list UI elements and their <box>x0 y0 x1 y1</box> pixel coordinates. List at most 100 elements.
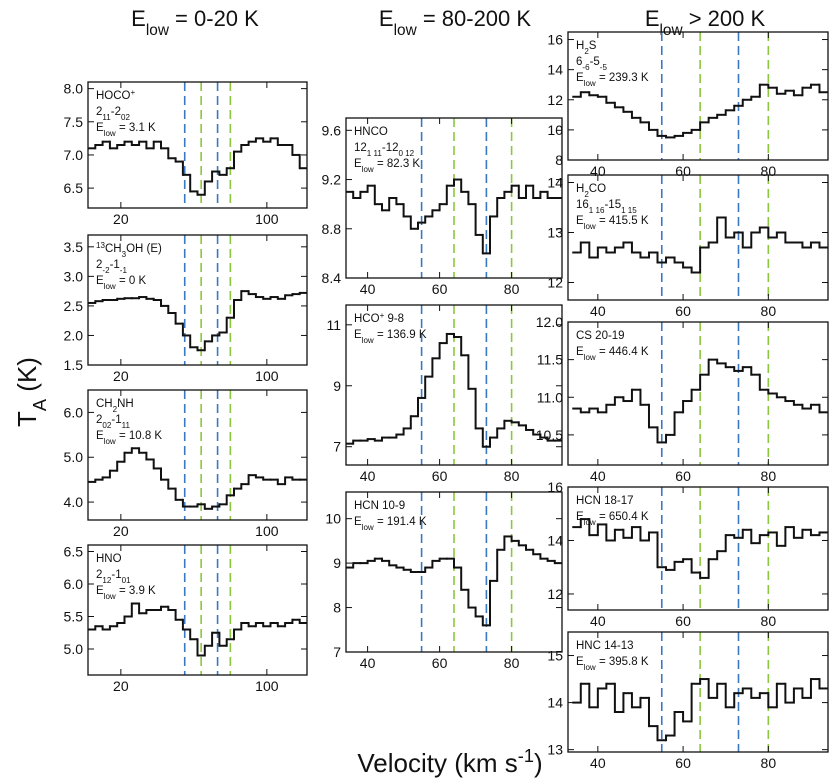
y-tick-label: 9.6 <box>322 122 342 138</box>
spectrum <box>88 137 307 196</box>
panel-frame <box>567 321 829 466</box>
text-part: E <box>131 6 146 31</box>
text-part: E <box>576 346 584 358</box>
y-tick-label: 2.0 <box>64 327 84 343</box>
x-tick-label: 60 <box>675 303 691 319</box>
text-part: = 3.9 K <box>116 585 156 597</box>
text-part: -1 <box>110 259 120 271</box>
text-part: E <box>354 329 362 341</box>
text-part: E <box>354 158 362 170</box>
text-part: E <box>96 122 104 134</box>
annotation: Elow = 82.3 K <box>354 158 420 174</box>
text-part: HNO <box>96 553 122 565</box>
annotation: CH2NH <box>96 398 134 414</box>
panel: 20 100 5.0 5.5 6.0 6.5 <box>64 544 308 694</box>
subscript: low <box>584 353 596 362</box>
annotation: H2CO <box>576 183 606 199</box>
text-part: -5 <box>590 56 600 68</box>
y-axis-label: TA (K) <box>12 357 50 427</box>
spectrum <box>346 332 562 448</box>
y-tick-label: 8.4 <box>322 270 342 286</box>
x-tick-label: 40 <box>590 755 606 771</box>
text-part: S <box>589 40 597 52</box>
text-part: E <box>354 516 362 528</box>
spectrum <box>572 518 828 579</box>
annotation: HCN 10-9 <box>354 500 405 512</box>
y-tick-label: 7 <box>333 439 341 455</box>
y-tick-label: 14 <box>547 175 563 191</box>
panel-frame <box>345 304 563 466</box>
annotation: HNC 14-13 <box>576 640 634 652</box>
x-tick-label: 40 <box>360 655 376 671</box>
column-title: Elow > 200 K <box>645 6 766 39</box>
x-tick-label: 80 <box>761 303 777 319</box>
spectrum <box>346 178 562 255</box>
y-tick-label: 5.0 <box>64 449 84 465</box>
text-part: = 191.4 K <box>374 516 427 528</box>
annotation: Elow = 3.1 K <box>96 122 156 138</box>
text-part: OH (E) <box>126 243 162 255</box>
text-part: 9-8 <box>384 313 404 325</box>
panel-frame <box>87 81 308 209</box>
subscript: -1 <box>120 266 128 275</box>
text-part: H <box>576 40 584 52</box>
x-axis-label: Velocity (km s-1) <box>357 746 542 778</box>
text-part: = 82.3 K <box>374 158 421 170</box>
text-part: CH <box>105 243 122 255</box>
text-part: E <box>576 656 584 668</box>
x-tick-label: 60 <box>675 468 691 484</box>
panel: 40 60 80 7 8 9 10 <box>325 491 563 671</box>
y-tick-label: 7.0 <box>64 147 84 163</box>
annotation: HNO <box>96 553 122 565</box>
subscript: 01 <box>122 576 131 585</box>
text-part: = 446.4 K <box>596 346 649 358</box>
text-part: -12 <box>382 142 399 154</box>
text-part: CS 20-19 <box>576 330 625 342</box>
y-tick-label: 16 <box>547 32 563 48</box>
text-part: = 0 K <box>116 275 147 287</box>
subscript: -2 <box>102 266 110 275</box>
x-tick-label: 40 <box>360 281 376 297</box>
text-part: E <box>96 585 104 597</box>
panel-frame <box>87 234 308 366</box>
panel-frame <box>345 117 563 279</box>
annotation: 6-6-5-5 <box>576 56 607 72</box>
subscript: 12 <box>102 576 111 585</box>
subscript: low <box>146 22 170 39</box>
subscript: 11 <box>102 113 111 122</box>
y-tick-label: 13 <box>547 225 563 241</box>
y-tick-label: 5.0 <box>64 641 84 657</box>
text-part: -1 <box>111 569 121 581</box>
annotation: Elow = 446.4 K <box>576 346 649 362</box>
spectrum <box>346 535 562 627</box>
panel: 40 60 80 13 14 15 <box>547 631 829 771</box>
subscript: low <box>362 523 374 532</box>
superscript: -1 <box>518 746 534 766</box>
text-part: 6 <box>576 56 582 68</box>
text-part: (K) <box>12 357 42 399</box>
spectrum <box>88 602 307 657</box>
text-part: -1 <box>111 414 121 426</box>
text-part: HNC 14-13 <box>576 640 634 652</box>
subscript: 1 11 <box>367 149 383 158</box>
text-part: HCO <box>354 313 380 325</box>
text-part: = 136.9 K <box>374 329 427 341</box>
text-part: 16 <box>576 199 589 211</box>
y-tick-label: 11 <box>326 317 341 333</box>
x-tick-label: 40 <box>360 468 376 484</box>
x-tick-label: 80 <box>504 281 520 297</box>
subscript: low <box>104 592 116 601</box>
subscript: -6 <box>582 63 590 72</box>
text-part: 2 <box>96 106 102 118</box>
panel-frame <box>87 544 308 676</box>
subscript: 2 <box>584 190 589 199</box>
annotation: 202-111 <box>96 414 130 430</box>
text-part: E <box>576 215 584 227</box>
subscript: -5 <box>600 63 608 72</box>
y-tick-label: 11.0 <box>537 389 563 405</box>
panel: 40 60 80 12 13 14 <box>547 174 829 319</box>
y-tick-label: 12 <box>547 275 563 291</box>
spectrum <box>572 678 828 742</box>
subscript: 11 <box>122 421 131 430</box>
